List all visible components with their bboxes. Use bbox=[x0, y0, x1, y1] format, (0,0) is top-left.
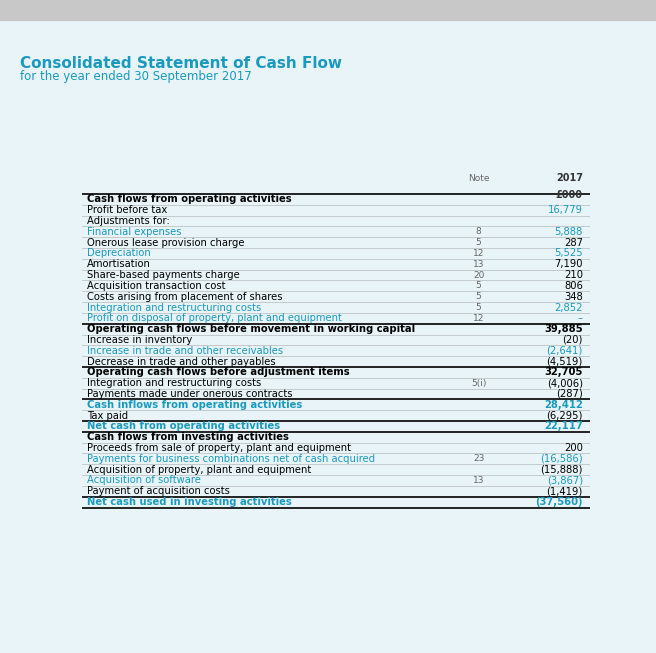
Text: Increase in trade and other receivables: Increase in trade and other receivables bbox=[87, 345, 283, 356]
Text: Tax paid: Tax paid bbox=[87, 411, 128, 421]
Text: 32,705: 32,705 bbox=[544, 368, 583, 377]
Text: 210: 210 bbox=[564, 270, 583, 280]
Text: Financial expenses: Financial expenses bbox=[87, 227, 182, 237]
Text: 5: 5 bbox=[476, 303, 482, 312]
Text: 5,525: 5,525 bbox=[554, 248, 583, 259]
Text: Proceeds from sale of property, plant and equipment: Proceeds from sale of property, plant an… bbox=[87, 443, 351, 453]
Text: 5: 5 bbox=[476, 238, 482, 247]
Text: 12: 12 bbox=[473, 249, 484, 258]
Text: 5: 5 bbox=[476, 292, 482, 301]
Text: Depreciation: Depreciation bbox=[87, 248, 151, 259]
Text: Acquisition transaction cost: Acquisition transaction cost bbox=[87, 281, 226, 291]
Text: 20: 20 bbox=[473, 270, 484, 279]
Text: Amortisation: Amortisation bbox=[87, 259, 151, 269]
Text: Operating cash flows before adjustment items: Operating cash flows before adjustment i… bbox=[87, 368, 350, 377]
Text: (4,519): (4,519) bbox=[546, 357, 583, 366]
Text: Acquisition of property, plant and equipment: Acquisition of property, plant and equip… bbox=[87, 465, 312, 475]
Text: 200: 200 bbox=[564, 443, 583, 453]
Text: (3,867): (3,867) bbox=[546, 475, 583, 485]
Text: (16,586): (16,586) bbox=[540, 454, 583, 464]
Text: (15,888): (15,888) bbox=[541, 465, 583, 475]
Text: 28,412: 28,412 bbox=[544, 400, 583, 410]
Text: 287: 287 bbox=[564, 238, 583, 247]
Text: (37,560): (37,560) bbox=[535, 497, 583, 507]
Text: 13: 13 bbox=[473, 476, 484, 485]
Text: Cash flows from operating activities: Cash flows from operating activities bbox=[87, 195, 292, 204]
Text: for the year ended 30 September 2017: for the year ended 30 September 2017 bbox=[20, 70, 251, 83]
Text: Decrease in trade and other payables: Decrease in trade and other payables bbox=[87, 357, 276, 366]
Text: Payment of acquisition costs: Payment of acquisition costs bbox=[87, 486, 230, 496]
Text: Acquisition of software: Acquisition of software bbox=[87, 475, 201, 485]
Text: 5(i): 5(i) bbox=[471, 379, 486, 388]
Text: Integration and restructuring costs: Integration and restructuring costs bbox=[87, 302, 261, 313]
Text: 2017: 2017 bbox=[556, 172, 583, 183]
Text: (2,641): (2,641) bbox=[546, 345, 583, 356]
Text: 13: 13 bbox=[473, 260, 484, 269]
Text: Costs arising from placement of shares: Costs arising from placement of shares bbox=[87, 292, 283, 302]
Text: Payments made under onerous contracts: Payments made under onerous contracts bbox=[87, 389, 293, 399]
Text: (1,419): (1,419) bbox=[546, 486, 583, 496]
Text: Onerous lease provision charge: Onerous lease provision charge bbox=[87, 238, 245, 247]
Text: Share-based payments charge: Share-based payments charge bbox=[87, 270, 240, 280]
Text: 22,117: 22,117 bbox=[544, 421, 583, 432]
Text: 8: 8 bbox=[476, 227, 482, 236]
Text: (6,295): (6,295) bbox=[546, 411, 583, 421]
Text: Increase in inventory: Increase in inventory bbox=[87, 335, 192, 345]
Text: 39,885: 39,885 bbox=[544, 324, 583, 334]
Text: (4,006): (4,006) bbox=[546, 378, 583, 388]
Text: Payments for business combinations net of cash acquired: Payments for business combinations net o… bbox=[87, 454, 375, 464]
Text: 12: 12 bbox=[473, 314, 484, 323]
Text: 5: 5 bbox=[476, 281, 482, 291]
Text: Adjustments for:: Adjustments for: bbox=[87, 216, 170, 226]
Text: Operating cash flows before movement in working capital: Operating cash flows before movement in … bbox=[87, 324, 415, 334]
Text: 7,190: 7,190 bbox=[554, 259, 583, 269]
Text: Profit on disposal of property, plant and equipment: Profit on disposal of property, plant an… bbox=[87, 313, 342, 323]
Text: Consolidated Statement of Cash Flow: Consolidated Statement of Cash Flow bbox=[20, 56, 342, 71]
Text: Profit before tax: Profit before tax bbox=[87, 205, 167, 215]
Text: 16,779: 16,779 bbox=[548, 205, 583, 215]
Text: (20): (20) bbox=[562, 335, 583, 345]
Text: £000: £000 bbox=[556, 189, 583, 200]
Text: –: – bbox=[578, 313, 583, 323]
Text: Note: Note bbox=[468, 174, 489, 183]
Text: Cash flows from investing activities: Cash flows from investing activities bbox=[87, 432, 289, 442]
Text: Cash inflows from operating activities: Cash inflows from operating activities bbox=[87, 400, 302, 410]
Text: Net cash used in investing activities: Net cash used in investing activities bbox=[87, 497, 292, 507]
Text: 2,852: 2,852 bbox=[554, 302, 583, 313]
Text: Net cash from operating activities: Net cash from operating activities bbox=[87, 421, 280, 432]
Text: 5,888: 5,888 bbox=[554, 227, 583, 237]
Text: (287): (287) bbox=[556, 389, 583, 399]
Text: Integration and restructuring costs: Integration and restructuring costs bbox=[87, 378, 261, 388]
Text: 348: 348 bbox=[564, 292, 583, 302]
Text: 23: 23 bbox=[473, 454, 484, 464]
Text: 806: 806 bbox=[564, 281, 583, 291]
